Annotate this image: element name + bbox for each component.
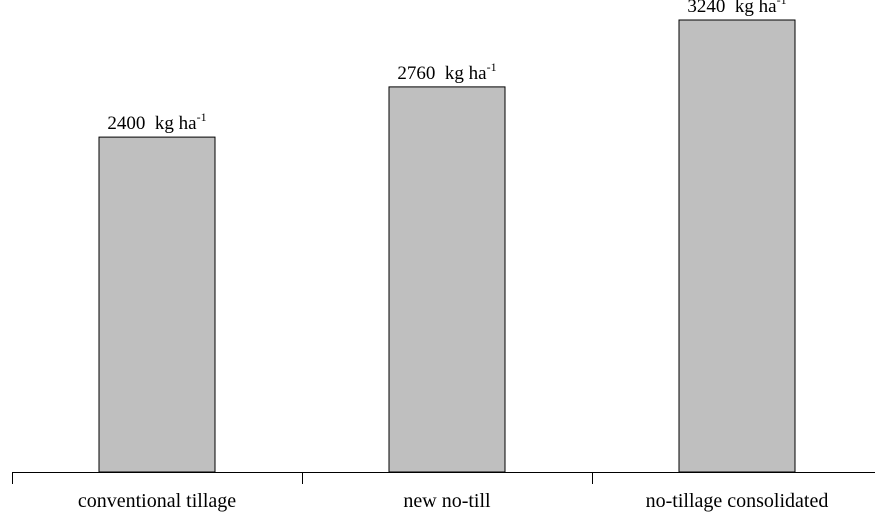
data-label-unit: kg ha <box>445 63 487 84</box>
bars-layer <box>98 19 796 473</box>
data-label-1: 2400 kg ha-1 <box>107 110 206 134</box>
data-label-exponent: -1 <box>777 0 787 7</box>
data-label-value: 3240 <box>687 0 735 17</box>
data-label-exponent: -1 <box>197 110 207 124</box>
x-axis <box>12 472 875 484</box>
x-tick-label-1: conventional tillage <box>78 490 236 512</box>
bar-2 <box>388 86 506 473</box>
bar-3 <box>678 19 796 473</box>
data-label-2: 2760 kg ha-1 <box>397 60 496 84</box>
data-label-value: 2400 <box>107 113 155 134</box>
x-tick-label-3: no-tillage consolidated <box>646 490 829 512</box>
x-tick-label-2: new no-till <box>403 490 491 512</box>
data-label-unit: kg ha <box>155 113 197 134</box>
data-label-exponent: -1 <box>487 60 497 74</box>
bar-1 <box>98 136 216 473</box>
x-tick-labels: conventional tillage new no-till no-tillag… <box>78 490 829 512</box>
data-label-unit: kg ha <box>735 0 777 17</box>
data-label-3: 3240 kg ha-1 <box>687 0 786 17</box>
data-label-value: 2760 <box>397 63 445 84</box>
